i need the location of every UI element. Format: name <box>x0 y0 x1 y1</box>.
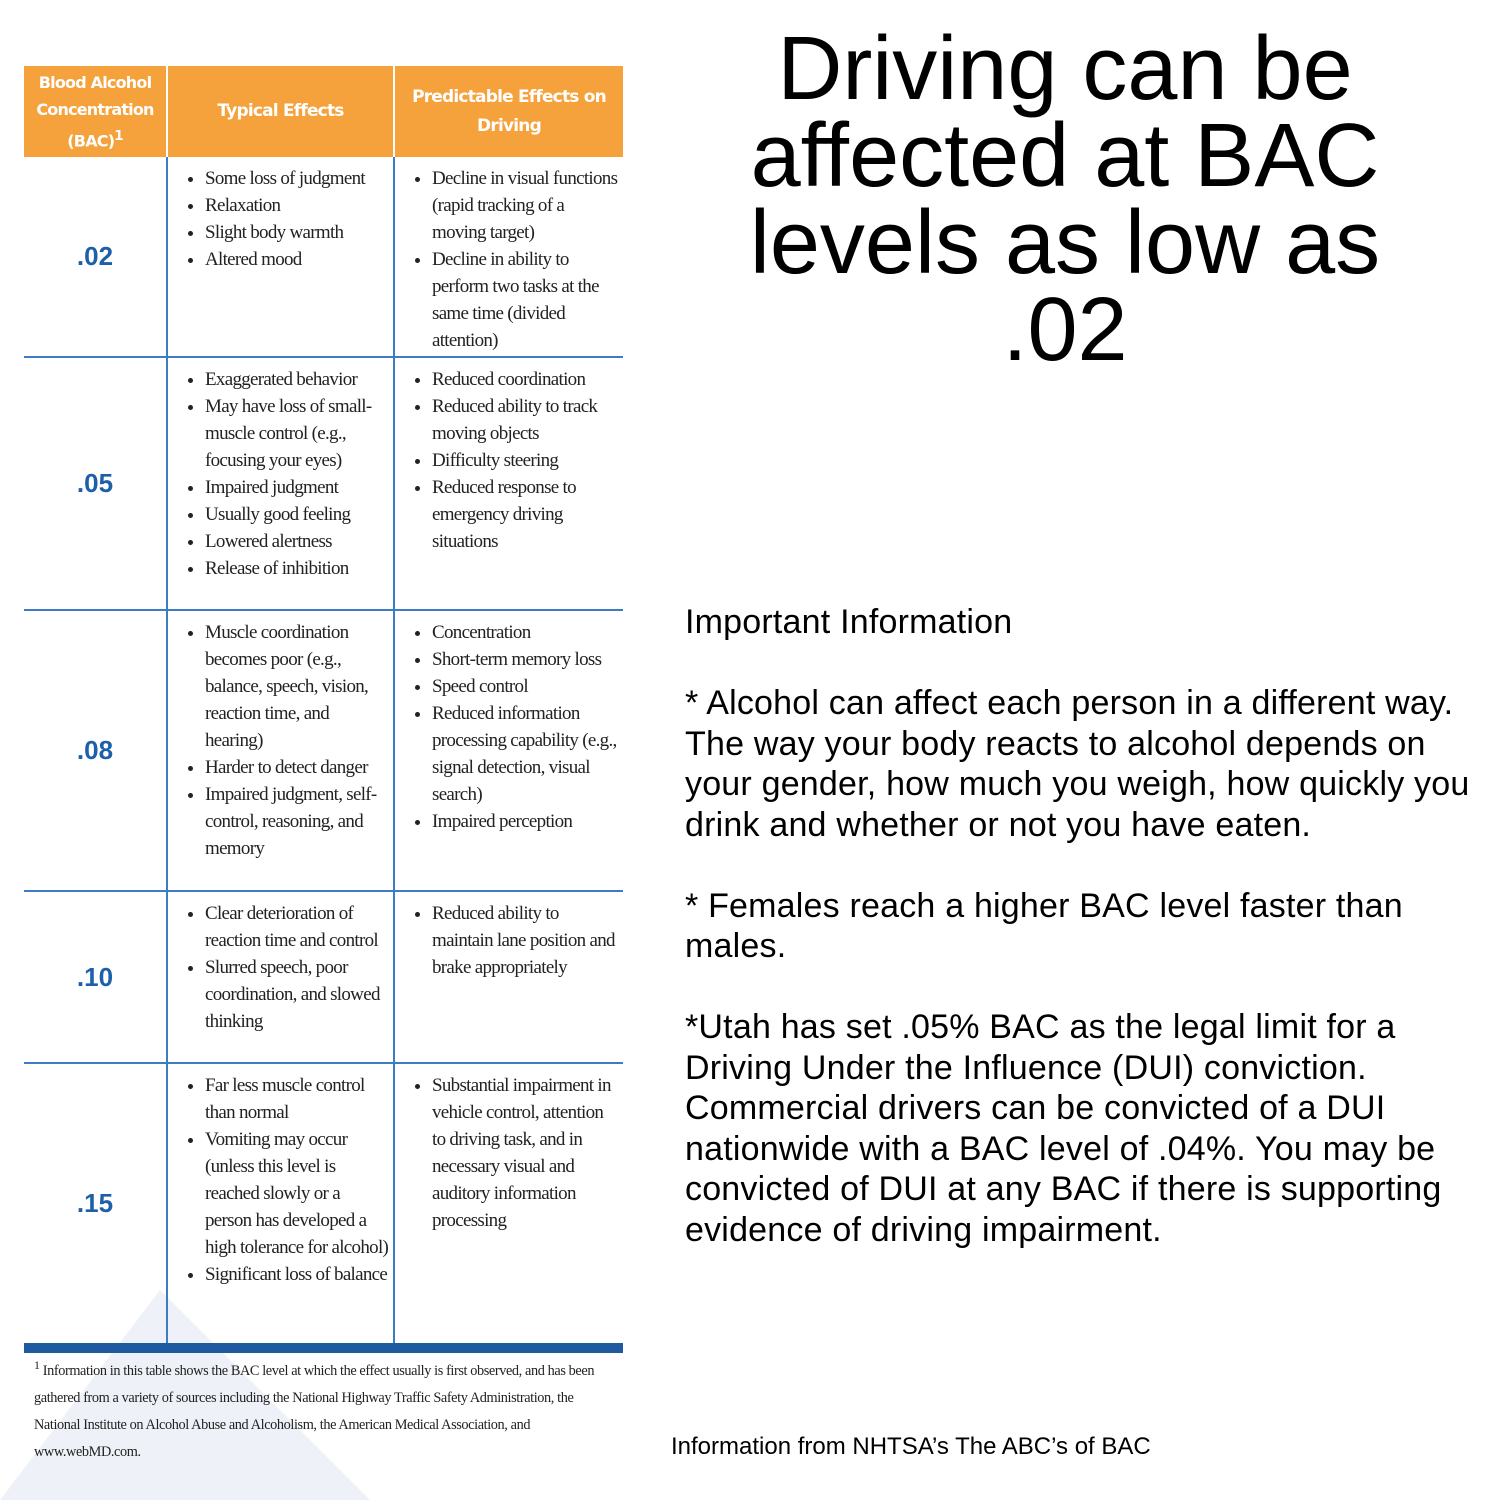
bullet-item: Lowered alertness <box>205 528 389 555</box>
info-paragraph: * Alcohol can affect each person in a di… <box>685 684 1470 844</box>
title: Driving can be affected at BAC levels as… <box>749 19 1381 380</box>
bullet-item: Concentration <box>432 619 619 646</box>
driving-cell: ConcentrationShort-term memory lossSpeed… <box>393 610 623 892</box>
bullet-item: Far less muscle control than normal <box>205 1072 389 1126</box>
info-block: Important Information * Alcohol can affec… <box>685 602 1470 1291</box>
bullet-item: Clear deterioration of reaction time and… <box>205 900 389 954</box>
table-row: .02Some loss of judgmentRelaxationSlight… <box>24 157 623 358</box>
bullet-item: Substantial impairment in vehicle contro… <box>432 1072 619 1234</box>
header-cell: Predictable Effects on Driving <box>393 66 623 157</box>
bullet-item: Reduced response to emergency driving si… <box>432 474 619 555</box>
table-row: .05Exaggerated behaviorMay have loss of … <box>24 357 623 611</box>
bullet-list: ConcentrationShort-term memory lossSpeed… <box>405 619 619 835</box>
table-row: .10 Clear deterioration of reaction time … <box>24 891 623 1064</box>
bullet-item: Reduced ability to maintain lane positio… <box>432 900 619 981</box>
header-cell: Typical Effects <box>166 66 394 157</box>
bullet-list: Some loss of judgmentRelaxationSlight bo… <box>178 165 389 273</box>
bac-value: .15 <box>24 1063 167 1353</box>
typical-cell: Clear deterioration of reaction time and… <box>166 891 394 1064</box>
bullet-list: Reduced coordinationReduced ability to t… <box>405 366 619 555</box>
typical-cell: Some loss of judgmentRelaxationSlight bo… <box>166 157 394 358</box>
bullet-item: Speed control <box>432 673 619 700</box>
bullet-item: Reduced information processing capabilit… <box>432 700 619 808</box>
bullet-item: Decline in visual functions (rapid track… <box>432 165 619 246</box>
info-paragraph: * Females reach a higher BAC level faste… <box>685 886 1403 966</box>
driving-cell: Decline in visual functions (rapid track… <box>393 157 623 358</box>
typical-cell: Exaggerated behaviorMay have loss of sma… <box>166 357 394 611</box>
bullet-item: Decline in ability to perform two tasks … <box>432 246 619 354</box>
footnote-mark: 1 <box>114 128 123 144</box>
bac-table: Blood Alcohol Concentration (BAC)1 Typic… <box>24 66 623 1353</box>
footnote: 1 Information in this table shows the BA… <box>34 1352 619 1466</box>
source: Information from NHTSA’s The ABC’s of BA… <box>671 1433 1151 1460</box>
bullet-list: Reduced ability to maintain lane positio… <box>405 900 619 981</box>
bullet-item: Impaired judgment, self-control, reasoni… <box>205 781 389 862</box>
bullet-item: Slight body warmth <box>205 219 389 246</box>
bullet-item: Harder to detect danger <box>205 754 389 781</box>
info-heading: Important Information <box>685 603 1013 641</box>
bullet-item: Significant loss of balance <box>205 1261 389 1288</box>
decor-triangle <box>0 1290 370 1500</box>
info-paragraph: *Utah has set .05% BAC as the legal limi… <box>685 1008 1442 1249</box>
bullet-item: Release of inhibition <box>205 555 389 582</box>
bullet-item: Short-term memory loss <box>432 646 619 673</box>
driving-cell: Reduced coordinationReduced ability to t… <box>393 357 623 611</box>
bullet-item: Reduced coordination <box>432 366 619 393</box>
bullet-item: Impaired judgment <box>205 474 389 501</box>
bullet-list: Exaggerated behaviorMay have loss of sma… <box>178 366 389 582</box>
bullet-item: Exaggerated behavior <box>205 366 389 393</box>
bac-value: .05 <box>24 357 167 611</box>
header-text: Blood Alcohol Concentration (BAC) <box>36 72 154 151</box>
bullet-list: Substantial impairment in vehicle contro… <box>405 1072 619 1234</box>
bac-value: .08 <box>24 610 167 892</box>
bullet-item: Vomiting may occur (unless this level is… <box>205 1126 389 1261</box>
footnote-text: Information in this table shows the BAC … <box>34 1362 595 1460</box>
bullet-item: Muscle coordination becomes poor (e.g., … <box>205 619 389 754</box>
driving-cell: Reduced ability to maintain lane positio… <box>393 891 623 1064</box>
table-row: .15Far less muscle control than normalVo… <box>24 1063 623 1353</box>
typical-cell: Far less muscle control than normalVomit… <box>166 1063 394 1353</box>
bullet-item: Altered mood <box>205 246 389 273</box>
bullet-list: Muscle coordination becomes poor (e.g., … <box>178 619 389 862</box>
bullet-item: Relaxation <box>205 192 389 219</box>
bullet-list: Clear deterioration of reaction time and… <box>178 900 389 1035</box>
header-cell: Blood Alcohol Concentration (BAC)1 <box>24 66 167 157</box>
table-row: .08 Muscle coordination becomes poor (e.g… <box>24 610 623 892</box>
driving-cell: Substantial impairment in vehicle contro… <box>393 1063 623 1353</box>
bullet-item: Reduced ability to track moving objects <box>432 393 619 447</box>
typical-cell: Muscle coordination becomes poor (e.g., … <box>166 610 394 892</box>
bullet-list: Far less muscle control than normalVomit… <box>178 1072 389 1288</box>
bullet-item: Difficulty steering <box>432 447 619 474</box>
bullet-item: Usually good feeling <box>205 501 389 528</box>
bac-value: .10 <box>24 891 167 1064</box>
bullet-list: Decline in visual functions (rapid track… <box>405 165 619 354</box>
bullet-item: Slurred speech, poor coordination, and s… <box>205 954 389 1035</box>
footnote-mark: 1 <box>34 1358 40 1372</box>
bullet-item: May have loss of small-muscle control (e… <box>205 393 389 474</box>
bullet-item: Impaired perception <box>432 808 619 835</box>
bac-value: .02 <box>24 157 167 358</box>
bullet-item: Some loss of judgment <box>205 165 389 192</box>
